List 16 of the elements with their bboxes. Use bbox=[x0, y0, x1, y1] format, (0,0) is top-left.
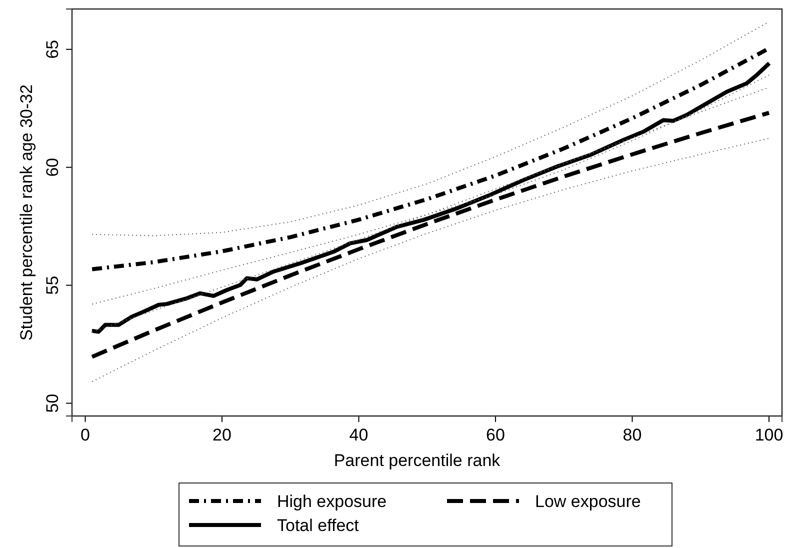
x-tick-label: 40 bbox=[349, 425, 368, 444]
y-tick-label: 65 bbox=[43, 40, 62, 59]
legend-label: High exposure bbox=[277, 492, 387, 511]
x-tick-label: 100 bbox=[754, 425, 784, 444]
x-tick-label: 0 bbox=[80, 425, 90, 444]
legend-label: Low exposure bbox=[535, 492, 641, 511]
x-tick-label: 60 bbox=[486, 425, 505, 444]
x-axis-title: Parent percentile rank bbox=[334, 451, 501, 470]
x-tick-label: 80 bbox=[622, 425, 642, 444]
y-tick-label: 55 bbox=[43, 276, 62, 295]
y-axis-title: Student percentile rank age 30-32 bbox=[17, 84, 36, 341]
x-tick-label: 20 bbox=[212, 425, 232, 444]
y-tick-label: 60 bbox=[43, 158, 62, 177]
y-tick-label: 50 bbox=[43, 394, 62, 413]
legend-label: Total effect bbox=[277, 516, 360, 535]
line-series bbox=[92, 138, 770, 382]
